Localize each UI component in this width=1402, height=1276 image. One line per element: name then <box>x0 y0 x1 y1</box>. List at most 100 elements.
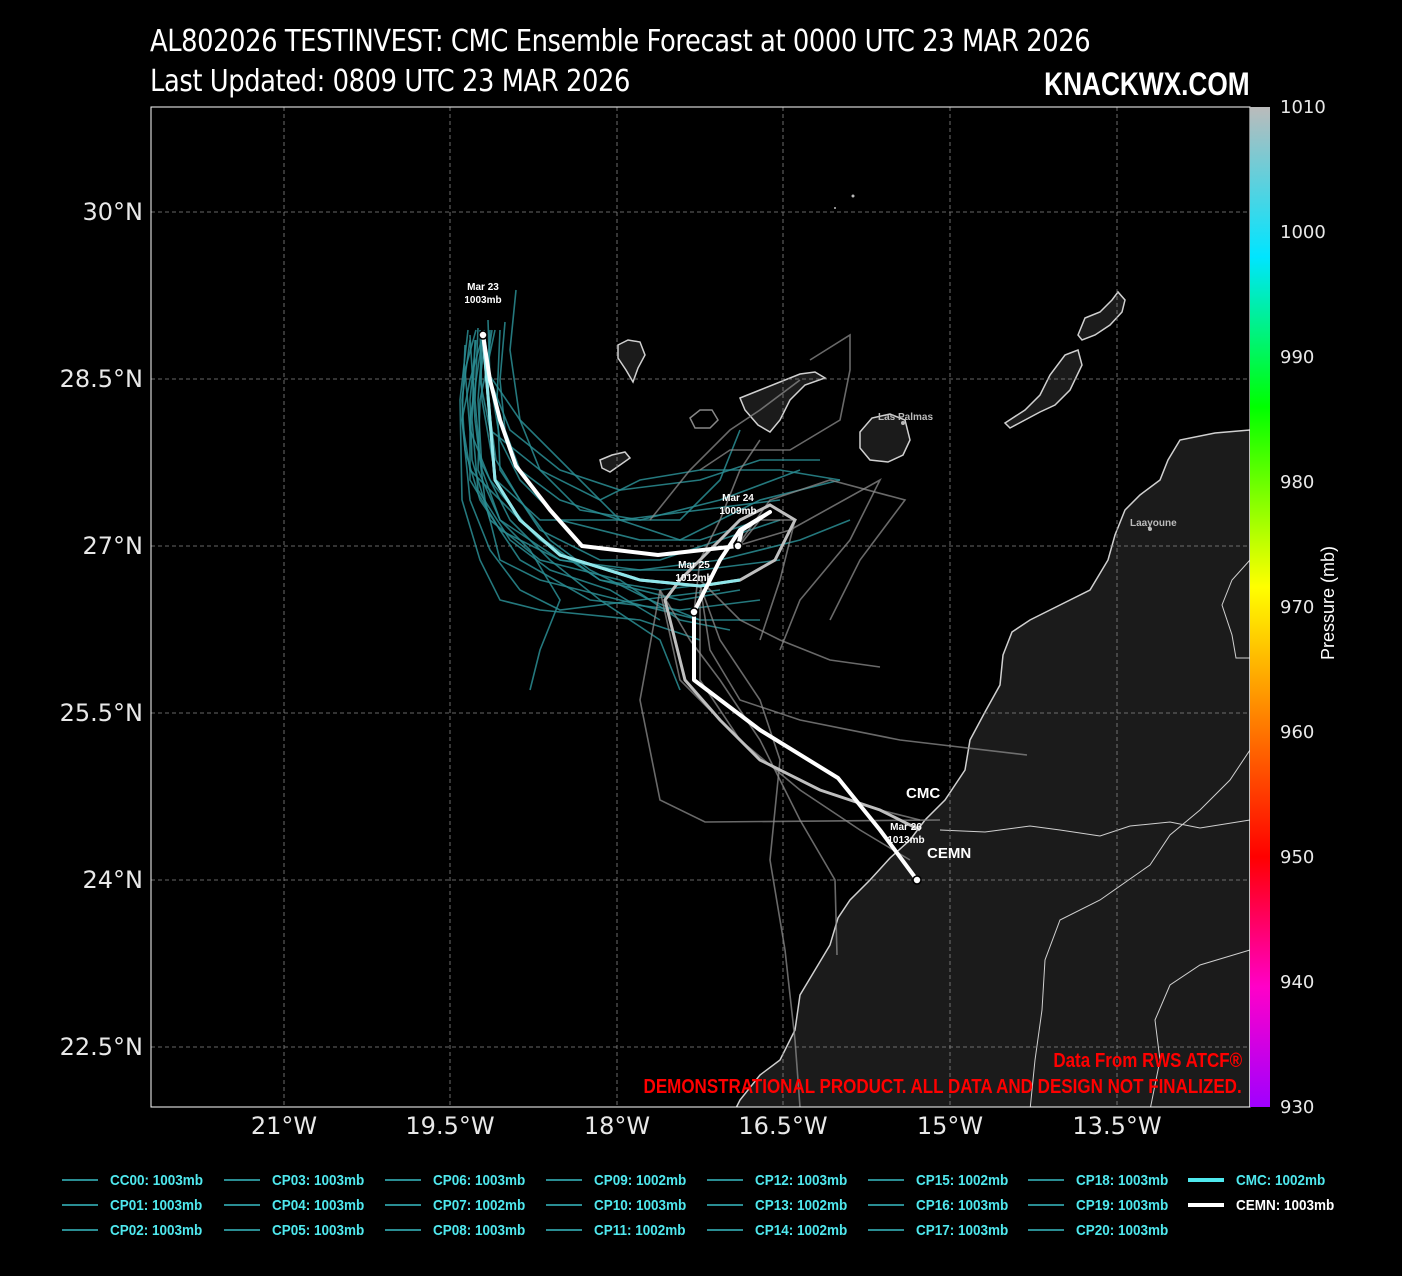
legend-label: CP11: 1002mb <box>594 1221 686 1239</box>
track-position-marker <box>733 541 743 551</box>
colorbar-title: Pressure (mb) <box>1318 545 1338 660</box>
legend-label: CP13: 1002mb <box>755 1196 848 1214</box>
ensemble-track-late <box>699 590 911 861</box>
border-3 <box>1029 749 1250 1107</box>
gran-canaria <box>859 413 911 463</box>
ensemble-track-late <box>659 589 838 956</box>
legend-label: CP05: 1003mb <box>272 1221 365 1239</box>
ensemble-track <box>459 329 701 641</box>
legend-label: CP20: 1003mb <box>1076 1221 1169 1239</box>
legend-item: CEMN: 1003mb <box>1188 1193 1345 1217</box>
brand-logo: KNACKWX.COM <box>1044 66 1250 102</box>
ensemble-track <box>485 329 841 541</box>
lat-label: 22.5°N <box>60 1033 143 1061</box>
ensemble-track-late <box>699 584 801 1107</box>
ensemble-track <box>469 334 701 621</box>
lanzarote <box>1077 290 1126 341</box>
legend-label: CP16: 1003mb <box>916 1196 1009 1214</box>
disclaimer: DEMONSTRATIONAL PRODUCT. ALL DATA AND DE… <box>643 1076 1242 1098</box>
legend-swatch <box>707 1229 743 1231</box>
ensemble-track-late <box>699 333 851 471</box>
last-updated: Last Updated: 0809 UTC 23 MAR 2026 <box>150 64 630 99</box>
legend-swatch <box>62 1179 98 1181</box>
ensemble-track <box>499 321 781 521</box>
legend-item: CC00: 1003mb <box>62 1168 213 1192</box>
legend-label: CP17: 1003mb <box>916 1221 1009 1239</box>
legend-label: CP03: 1003mb <box>272 1171 365 1189</box>
colorbar-tick: 970 <box>1280 597 1314 618</box>
legend: CC00: 1003mb CP01: 1003mb CP02: 1003mb CP03… <box>62 1168 1362 1248</box>
legend-swatch <box>546 1179 582 1181</box>
legend-item: CP18: 1003mb <box>1028 1168 1179 1192</box>
legend-label: CP06: 1003mb <box>433 1171 526 1189</box>
legend-label: CP09: 1002mb <box>594 1171 687 1189</box>
legend-swatch <box>868 1229 904 1231</box>
ensemble-track-late <box>639 589 941 823</box>
legend-swatch <box>868 1179 904 1181</box>
cemn-track <box>481 334 919 882</box>
legend-label: CP10: 1003mb <box>594 1196 687 1214</box>
legend-item: CP20: 1003mb <box>1028 1218 1179 1242</box>
legend-swatch <box>224 1204 260 1206</box>
legend-label: CP08: 1003mb <box>433 1221 526 1239</box>
legend-swatch <box>1188 1178 1224 1182</box>
legend-item: CP10: 1003mb <box>546 1193 697 1217</box>
legend-item: CP17: 1003mb <box>868 1218 1019 1242</box>
africa-coast <box>735 429 1250 1107</box>
tenerife <box>739 371 827 433</box>
track-position-marker <box>689 607 699 617</box>
land-layer <box>599 194 1250 1107</box>
legend-swatch <box>385 1204 421 1206</box>
legend-item: CP03: 1003mb <box>224 1168 375 1192</box>
legend-swatch <box>1028 1204 1064 1206</box>
cmc-track-early <box>481 334 741 588</box>
colorbar-tick: 990 <box>1280 347 1314 368</box>
legend-label: CC00: 1003mb <box>110 1171 204 1189</box>
legend-label: CMC: 1002mb <box>1236 1171 1326 1189</box>
ensemble-track <box>477 334 561 691</box>
legend-swatch <box>707 1179 743 1181</box>
date-label: Mar 26 <box>890 822 922 833</box>
pressure-label: 1003mb <box>464 295 501 306</box>
lat-label: 27°N <box>83 532 144 560</box>
legend-swatch <box>62 1204 98 1206</box>
ensemble-track-late <box>739 478 882 651</box>
legend-item: CP13: 1002mb <box>707 1193 858 1217</box>
legend-label: CP02: 1003mb <box>110 1221 203 1239</box>
legend-item: CP07: 1002mb <box>385 1193 536 1217</box>
legend-swatch <box>62 1229 98 1231</box>
fuerteventura <box>1003 349 1083 429</box>
border-1 <box>939 819 1250 837</box>
legend-swatch <box>546 1204 582 1206</box>
lon-label: 13.5°W <box>1072 1112 1161 1140</box>
legend-swatch <box>1028 1179 1064 1181</box>
pressure-colorbar <box>1250 107 1270 1107</box>
data-source-credit: Data From RWS ATCF® <box>1053 1050 1242 1072</box>
legend-swatch <box>546 1229 582 1231</box>
track-position-marker <box>478 330 488 340</box>
legend-item: CP14: 1002mb <box>707 1218 858 1242</box>
legend-label: CP12: 1003mb <box>755 1171 848 1189</box>
place-label-las-palmas: Las Palmas <box>878 412 933 423</box>
legend-label: CP04: 1003mb <box>272 1196 365 1214</box>
lon-label: 21°W <box>251 1112 317 1140</box>
lat-label: 24°N <box>83 866 144 894</box>
legend-item: CP05: 1003mb <box>224 1218 375 1242</box>
track-position-marker <box>912 875 922 885</box>
pressure-label: 1009mb <box>719 506 756 517</box>
date-label: Mar 23 <box>467 282 499 293</box>
legend-label: CP19: 1003mb <box>1076 1196 1169 1214</box>
la-palma <box>617 339 646 384</box>
ensemble-track-late <box>649 379 801 521</box>
legend-swatch <box>224 1179 260 1181</box>
legend-label: CP15: 1002mb <box>916 1171 1009 1189</box>
grid-lines <box>151 107 1250 1107</box>
place-label-laayoune: Laayoune <box>1130 518 1177 529</box>
legend-swatch <box>385 1179 421 1181</box>
ensemble-track <box>469 334 851 571</box>
legend-item: CP09: 1002mb <box>546 1168 697 1192</box>
date-label: Mar 25 <box>678 560 710 571</box>
legend-swatch <box>224 1229 260 1231</box>
date-label: Mar 24 <box>722 493 754 504</box>
